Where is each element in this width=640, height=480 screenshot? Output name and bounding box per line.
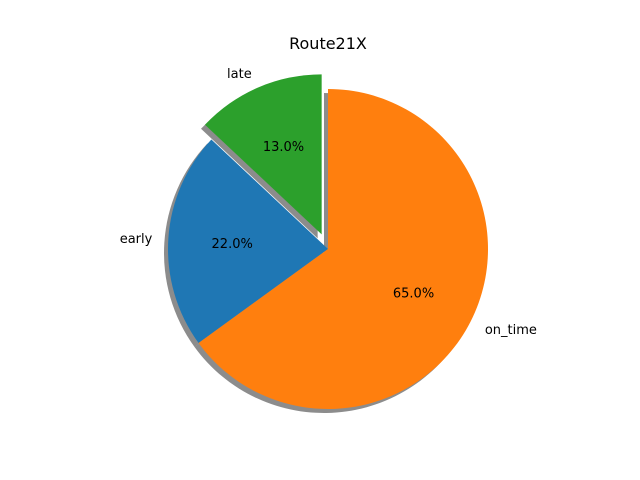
slice-percent-on-time: 65.0%: [393, 287, 434, 302]
slice-label-on-time: on_time: [485, 323, 537, 338]
pie-slices: [168, 74, 488, 410]
slice-label-early: early: [120, 232, 153, 247]
slice-percent-late: 13.0%: [263, 140, 304, 155]
pie-slice-on-time: [198, 89, 488, 410]
slice-label-late: late: [227, 67, 252, 82]
chart-title: Route21X: [289, 34, 367, 53]
pie-slice-early: [168, 139, 328, 344]
pie-labels: late 13.0% early 22.0% on_time 65.0%: [120, 67, 537, 338]
slice-percent-early: 22.0%: [212, 237, 253, 252]
pie-slice-late: [205, 74, 322, 235]
